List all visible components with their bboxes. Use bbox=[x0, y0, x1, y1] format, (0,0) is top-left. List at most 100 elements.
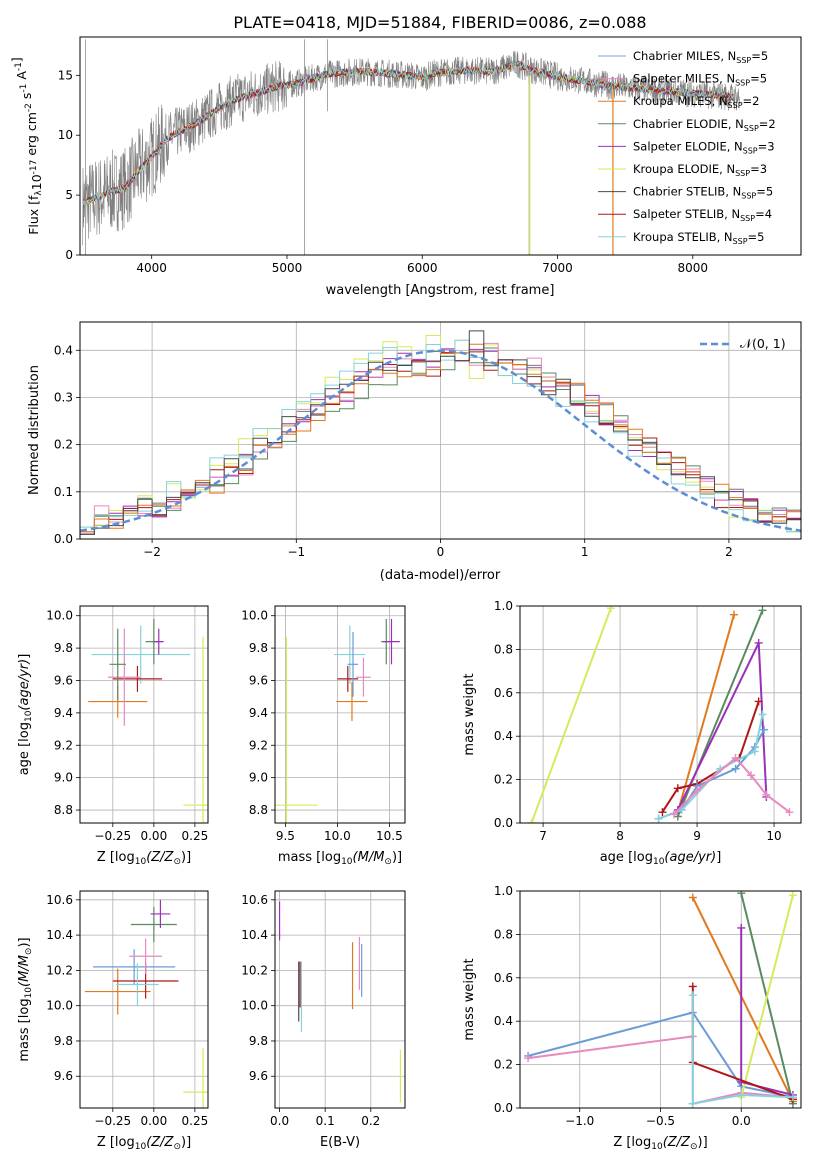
mass-vs-extinction-panel: 0.0 0.1 0.2 9.6 9.8 10.0 10.2 10.4 10.6 E(B-V) bbox=[241, 890, 406, 1150]
x-tick-label: 0.00 bbox=[140, 1114, 167, 1128]
y-tick-label: 8.8 bbox=[249, 803, 268, 817]
y-tick-label: 15 bbox=[58, 68, 73, 82]
mass-vs-metallicity-panel: −0.25 0.00 0.25 9.6 9.8 10.0 10.2 10.4 10.6 Z [lo… bbox=[17, 890, 209, 1152]
y-tick-label: 10.6 bbox=[241, 893, 268, 907]
y-tick-label: 10.6 bbox=[46, 893, 73, 907]
y-tick-label: 1.0 bbox=[494, 884, 513, 898]
x-axis-label: wavelength [Angstrom, rest frame] bbox=[326, 283, 555, 298]
weight-marker bbox=[758, 710, 767, 719]
y-tick-label: 9.2 bbox=[249, 738, 268, 752]
weight-marker bbox=[746, 771, 755, 780]
axes-frame bbox=[519, 605, 802, 824]
histogram-series bbox=[80, 339, 801, 533]
weight-marker bbox=[730, 610, 739, 619]
legend-label: Salpeter MILES, NSSP=5 bbox=[633, 72, 767, 88]
legend-label: Salpeter STELIB, NSSP=4 bbox=[633, 207, 772, 223]
age-vs-mass-panel: 9.5 10.0 10.5 8.8 9.0 9.2 9.4 9.6 9.8 10.0 mass [l… bbox=[241, 605, 406, 867]
weight-line bbox=[676, 614, 735, 813]
y-tick-label: 0.3 bbox=[54, 390, 73, 404]
y-axis-label: Normed distribution bbox=[27, 365, 42, 495]
weight-marker bbox=[737, 891, 746, 898]
axes-frame bbox=[79, 605, 209, 824]
x-tick-label: 10.5 bbox=[376, 829, 403, 843]
x-tick-label: 2 bbox=[725, 545, 733, 559]
legend-label: Kroupa STELIB, NSSP=5 bbox=[633, 230, 764, 246]
y-tick-label: 9.6 bbox=[54, 1069, 73, 1083]
legend-label: Kroupa ELODIE, NSSP=3 bbox=[633, 162, 767, 178]
y-tick-label: 9.4 bbox=[54, 706, 73, 720]
axes-frame bbox=[79, 36, 802, 256]
residual-histogram-panel: −2 −1 0 1 2 0.0 0.1 0.2 0.3 0.4 𝒩(0, 1) (data-model… bbox=[27, 321, 802, 583]
x-tick-label: 8 bbox=[616, 829, 624, 843]
weight-marker bbox=[754, 638, 763, 647]
y-axis-label: mass [log10(M/M⊙)] bbox=[17, 937, 34, 1061]
spectrum-panel: 4000 5000 6000 7000 8000 0 5 10 15 Chabrier MILES… bbox=[9, 36, 802, 298]
legend-label: Chabrier ELODIE, NSSP=2 bbox=[633, 117, 776, 133]
weight-marker bbox=[669, 810, 678, 819]
axes-frame bbox=[274, 605, 406, 824]
legend-label: Chabrier STELIB, NSSP=5 bbox=[633, 185, 773, 201]
y-tick-label: 0.4 bbox=[494, 729, 513, 743]
weight-marker bbox=[750, 747, 759, 756]
gaussian-curve bbox=[79, 349, 802, 532]
y-tick-label: 9.8 bbox=[54, 1034, 73, 1048]
y-tick-label: 0.1 bbox=[54, 485, 73, 499]
y-tick-label: 0.0 bbox=[54, 532, 73, 546]
weight-marker bbox=[688, 893, 697, 902]
figure-title: PLATE=0418, MJD=51884, FIBERID=0086, z=0… bbox=[233, 13, 646, 32]
weight-marker bbox=[788, 1093, 797, 1102]
y-tick-label: 0.8 bbox=[494, 642, 513, 656]
age-vs-metallicity-panel: −0.25 0.00 0.25 8.8 9.0 9.2 9.4 9.6 9.8 10.0 Z [lo… bbox=[17, 605, 209, 867]
weight-marker bbox=[688, 982, 697, 991]
x-tick-label: 0 bbox=[437, 545, 445, 559]
x-tick-label: −1.0 bbox=[565, 1114, 594, 1128]
y-tick-label: 9.8 bbox=[54, 641, 73, 655]
x-tick-label: −0.5 bbox=[646, 1114, 675, 1128]
weight-marker bbox=[788, 891, 797, 900]
y-tick-label: 0 bbox=[65, 248, 73, 262]
y-tick-label: 10.0 bbox=[46, 999, 73, 1013]
legend-label: Kroupa MILES, NSSP=2 bbox=[633, 94, 759, 110]
y-tick-label: 10.0 bbox=[241, 999, 268, 1013]
y-tick-label: 8.8 bbox=[54, 803, 73, 817]
weight-line bbox=[527, 1011, 794, 1099]
y-tick-label: 9.0 bbox=[54, 771, 73, 785]
model-spectrum bbox=[82, 59, 734, 208]
y-tick-label: 0.8 bbox=[494, 927, 513, 941]
x-tick-label: 4000 bbox=[136, 261, 167, 275]
y-axis-label: age [log10(age/yr)] bbox=[17, 654, 34, 776]
y-tick-label: 0.6 bbox=[494, 686, 513, 700]
weight-marker bbox=[693, 786, 702, 795]
y-tick-label: 9.2 bbox=[54, 738, 73, 752]
histogram-series bbox=[80, 330, 801, 535]
weight-line bbox=[691, 897, 794, 1102]
x-axis-label: (data-model)/error bbox=[380, 568, 501, 583]
axes-frame bbox=[79, 890, 209, 1109]
x-tick-label: −0.25 bbox=[94, 829, 131, 843]
x-tick-label: −0.25 bbox=[94, 1114, 131, 1128]
y-axis-label: mass weight bbox=[462, 673, 477, 755]
y-tick-label: 0.0 bbox=[494, 816, 513, 830]
weight-marker bbox=[737, 1090, 746, 1099]
x-tick-label: 10.0 bbox=[324, 829, 351, 843]
y-tick-label: 0.6 bbox=[494, 971, 513, 985]
x-tick-label: 9 bbox=[693, 829, 701, 843]
weight-marker bbox=[737, 923, 746, 932]
legend-label: 𝒩(0, 1) bbox=[740, 336, 786, 351]
y-tick-label: 0.2 bbox=[494, 773, 513, 787]
y-tick-label: 10 bbox=[58, 128, 73, 142]
x-tick-label: 0.0 bbox=[732, 1114, 751, 1128]
weight-marker bbox=[785, 808, 794, 817]
y-tick-label: 10.4 bbox=[46, 928, 73, 942]
legend-label: Salpeter ELODIE, NSSP=3 bbox=[633, 139, 775, 155]
y-tick-label: 9.6 bbox=[249, 1069, 268, 1083]
weight-marker bbox=[524, 1054, 533, 1063]
weight-marker bbox=[731, 764, 740, 773]
x-tick-label: 0.0 bbox=[270, 1114, 289, 1128]
y-tick-label: 9.8 bbox=[249, 641, 268, 655]
x-tick-label: 9.5 bbox=[276, 829, 295, 843]
weight-line bbox=[691, 995, 793, 1105]
y-tick-label: 10.0 bbox=[241, 609, 268, 623]
weight-marker bbox=[760, 725, 769, 734]
